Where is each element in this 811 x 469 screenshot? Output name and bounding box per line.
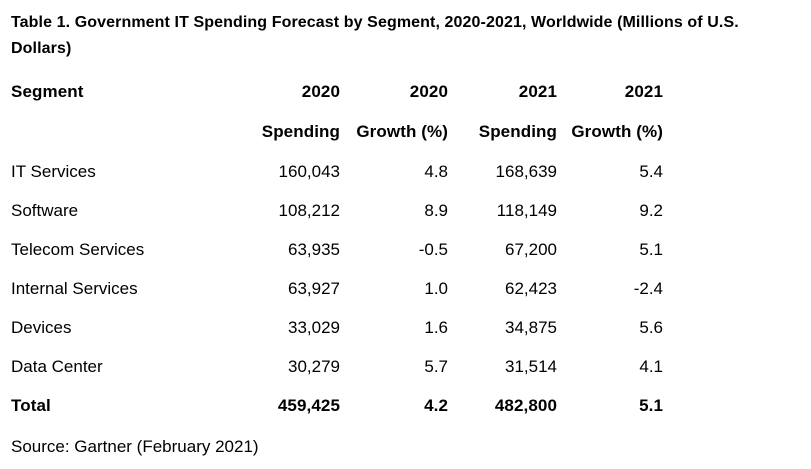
growth-2021-cell: 4.1 [639,356,663,376]
segment-cell: Telecom Services [11,239,145,259]
header-row-years: Segment 2020 2020 2021 2021 [11,72,663,112]
source-note: Source: Gartner (February 2021) [11,437,259,456]
spending-2021-cell: 31,514 [505,356,557,376]
spending-table: Segment 2020 2020 2021 2021 Spending Gro… [11,72,663,425]
growth-2021-cell: 5.1 [639,239,663,259]
spending-2020-cell: 30,279 [288,356,340,376]
table-row: Devices 33,029 1.6 34,875 5.6 [11,308,663,347]
growth-2020-cell: 8.9 [424,200,448,220]
total-spending-2021-cell: 482,800 [494,395,557,415]
col-header-growth-2021: Growth (%) [571,122,663,141]
spending-2021-cell: 67,200 [505,239,557,259]
growth-2020-cell: 4.8 [424,161,448,181]
spending-2020-cell: 108,212 [278,200,340,220]
table-body: IT Services 160,043 4.8 168,639 5.4 Soft… [11,152,663,425]
col-header-year-2020-growth: 2020 [409,82,448,101]
total-growth-2021-cell: 5.1 [639,395,663,415]
total-growth-2020-cell: 4.2 [424,395,448,415]
table-row: Software 108,212 8.9 118,149 9.2 [11,191,663,230]
total-label-cell: Total [11,395,51,415]
growth-2020-cell: 1.0 [424,278,448,298]
segment-cell: Internal Services [11,278,138,298]
table-row: IT Services 160,043 4.8 168,639 5.4 [11,152,663,191]
growth-2021-cell: 5.4 [639,161,663,181]
col-header-segment: Segment [11,82,84,101]
table-row: Telecom Services 63,935 -0.5 67,200 5.1 [11,230,663,269]
table-row: Data Center 30,279 5.7 31,514 4.1 [11,347,663,386]
col-header-empty [11,112,250,152]
table-header: Segment 2020 2020 2021 2021 Spending Gro… [11,72,663,152]
col-header-year-2020-spending: 2020 [301,82,340,101]
col-header-spending-2021: Spending [478,122,557,141]
spending-2021-cell: 34,875 [505,317,557,337]
segment-cell: IT Services [11,161,96,181]
spending-2021-cell: 168,639 [495,161,557,181]
segment-cell: Software [11,200,79,220]
growth-2021-cell: 5.6 [639,317,663,337]
growth-2020-cell: 5.7 [424,356,448,376]
segment-cell: Data Center [11,356,103,376]
col-header-spending-2020: Spending [261,122,340,141]
growth-2020-cell: 1.6 [424,317,448,337]
header-row-metrics: Spending Growth (%) Spending Growth (%) [11,112,663,152]
total-row: Total 459,425 4.2 482,800 5.1 [11,386,663,425]
spending-2021-cell: 118,149 [496,200,557,220]
spending-2020-cell: 63,927 [288,278,340,298]
total-spending-2020-cell: 459,425 [277,395,340,415]
table-row: Internal Services 63,927 1.0 62,423 -2.4 [11,269,663,308]
growth-2021-cell: 9.2 [639,200,663,220]
spending-2020-cell: 63,935 [288,239,340,259]
table-title: Table 1. Government IT Spending Forecast… [11,14,739,57]
spending-2020-cell: 160,043 [278,161,340,181]
col-header-year-2021-spending: 2021 [518,82,557,101]
growth-2020-cell: -0.5 [418,239,448,259]
col-header-growth-2020: Growth (%) [356,122,448,141]
spending-2021-cell: 62,423 [505,278,557,298]
spending-2020-cell: 33,029 [288,317,340,337]
segment-cell: Devices [11,317,72,337]
col-header-year-2021-growth: 2021 [624,82,663,101]
growth-2021-cell: -2.4 [633,278,663,298]
